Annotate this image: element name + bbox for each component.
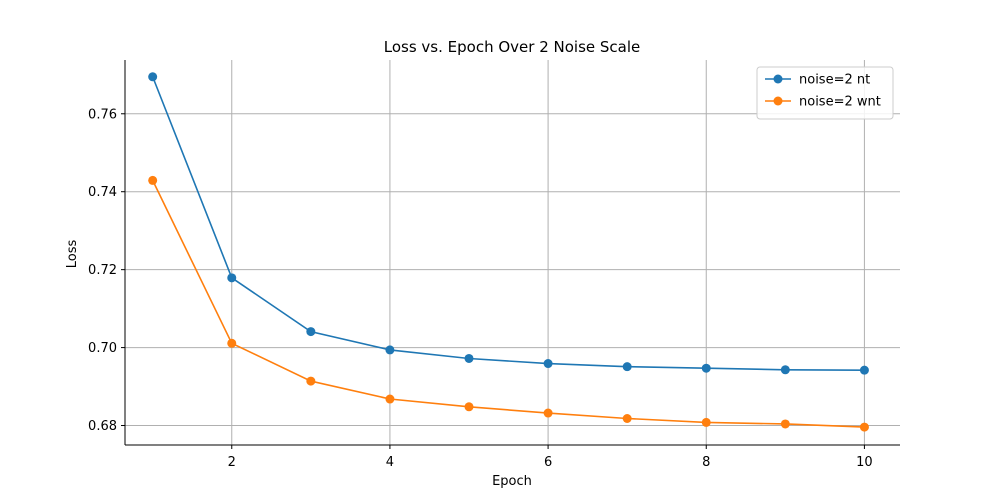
y-tick-label: 0.68 [88,419,117,434]
series-line [151,76,865,371]
legend-label: noise=2 wnt [799,95,881,110]
y-axis-title: Loss [65,240,80,269]
data-point [227,338,237,348]
data-point [306,327,316,337]
data-point [780,419,790,429]
series-1 [148,72,869,375]
data-point [780,365,790,375]
data-point [385,394,395,404]
ticks: 2 4 6 8 10 0.68 0.70 0.72 0.74 0.76 [88,107,873,470]
data-point [701,417,711,427]
x-tick-label: 10 [856,455,873,470]
x-tick-label: 2 [228,455,236,470]
data-point [701,363,711,373]
data-point [464,402,474,412]
legend-marker [773,74,783,84]
legend-marker [773,96,783,106]
legend-item: noise=2 wnt [765,95,881,110]
data-point [306,376,316,386]
legend-box [756,66,894,120]
axes [124,60,900,446]
y-tick-label: 0.72 [88,263,117,278]
data-point [464,353,474,363]
series-line [151,180,865,428]
y-tick-label: 0.74 [88,185,117,200]
x-tick-label: 6 [544,455,552,470]
legend: noise=2 nt noise=2 wnt [756,66,894,120]
x-axis-title: Epoch [492,474,532,489]
legend-item: noise=2 nt [765,73,870,88]
data-point [543,408,553,418]
data-point [622,414,632,424]
series-layer [148,72,869,432]
y-tick-label: 0.70 [88,341,117,356]
data-point [148,72,158,82]
data-point [859,365,869,375]
y-tick-label: 0.76 [88,107,117,122]
x-tick-label: 8 [702,455,710,470]
data-point [385,345,395,355]
data-point [227,273,237,283]
x-tick-label: 4 [386,455,394,470]
data-point [148,175,158,185]
data-point [859,422,869,432]
data-point [543,359,553,369]
series-2 [148,175,869,432]
chart-title: Loss vs. Epoch Over 2 Noise Scale [384,38,641,56]
legend-label: noise=2 nt [799,73,870,88]
data-point [622,362,632,372]
